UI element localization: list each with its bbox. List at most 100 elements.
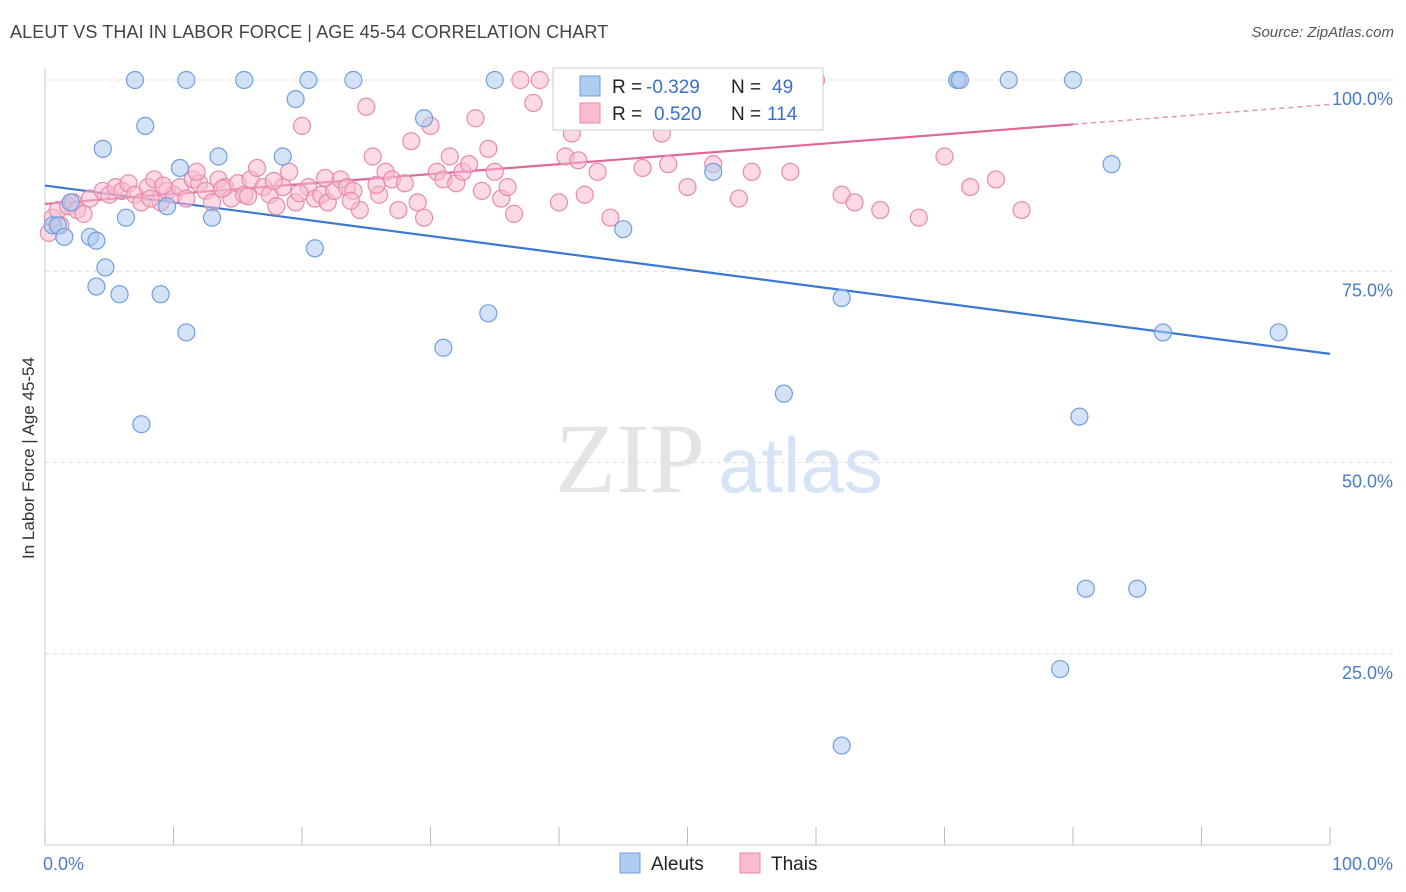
aleut-point [235, 70, 254, 90]
thai-point [781, 162, 800, 181]
aleut-point [61, 193, 80, 212]
tick-labels: 25.0% 50.0% 75.0% 100.0% 0.0% 100.0% [43, 89, 1393, 874]
thai-point [466, 109, 485, 128]
aleut-point [950, 70, 970, 90]
aleut-point [110, 285, 129, 304]
thai-point [569, 151, 588, 170]
thai-point [367, 175, 386, 194]
thai-point [871, 200, 890, 220]
thai-points [39, 70, 1031, 243]
legend-aleut-n-label: N = [731, 77, 761, 98]
thai-point [575, 185, 594, 204]
series-legend: Aleuts Thais [619, 852, 817, 875]
aleut-point [414, 109, 434, 128]
thai-point [290, 184, 309, 203]
aleut-point [774, 384, 793, 403]
thai-point [292, 116, 312, 136]
thai-point [408, 193, 427, 212]
y-axis-label: In Labor Force | Age 45-54 [19, 357, 38, 559]
aleut-point [87, 277, 106, 296]
aleut-point [1102, 155, 1121, 174]
aleut-point [305, 239, 324, 258]
aleut-point [93, 139, 112, 158]
thai-point [588, 162, 607, 181]
chart-source: Source: ZipAtlas.com [1251, 24, 1394, 41]
thai-point [363, 147, 382, 166]
thai-point [601, 208, 620, 227]
thai-point [414, 208, 434, 227]
aleut-point [116, 208, 136, 227]
thai-point [485, 162, 504, 181]
legend-thai-n-label: N = [731, 104, 761, 125]
aleut-point [434, 338, 453, 357]
aleut-point [832, 288, 851, 308]
thai-point [280, 162, 299, 181]
thai-point [845, 193, 864, 212]
aleut-point [1153, 323, 1173, 342]
thai-point [1012, 200, 1031, 220]
aleut-point [202, 208, 222, 227]
thai-point [402, 132, 421, 151]
thai-point [177, 189, 196, 208]
thai-point [472, 181, 491, 201]
aleut-point [87, 231, 106, 250]
thai-point [357, 97, 376, 116]
legend-swatch-thai [579, 102, 601, 124]
thai-point [729, 189, 749, 208]
aleut-point [286, 90, 305, 109]
x-tick-label: 100.0% [1332, 854, 1393, 874]
aleut-point [157, 197, 177, 216]
aleut-point [209, 147, 228, 166]
watermark-zip: ZIP [555, 403, 705, 514]
y-tick-label: 50.0% [1342, 472, 1393, 492]
thai-point [479, 139, 498, 158]
thai-point [935, 147, 954, 166]
bottom-legend-aleut: Aleuts [651, 854, 704, 875]
thai-point [909, 208, 928, 227]
thai-point [549, 193, 569, 212]
aleut-point [125, 70, 145, 90]
aleut-point [132, 415, 151, 434]
thai-point [141, 189, 160, 208]
thai-point [659, 155, 678, 174]
y-tick-label: 100.0% [1332, 89, 1393, 109]
aleut-point [614, 220, 633, 239]
thai-point [440, 147, 459, 166]
thai-point [504, 204, 524, 223]
thai-point [530, 70, 549, 90]
thai-point [524, 93, 543, 113]
aleut-point [1076, 579, 1095, 598]
axes [44, 68, 1331, 846]
aleut-point [704, 162, 723, 181]
legend-thai-r-value: 0.520 [654, 104, 702, 125]
aleut-point [1051, 659, 1070, 679]
bottom-legend-swatch-thai [739, 852, 761, 874]
aleut-point [999, 70, 1018, 90]
aleut-points [43, 70, 1288, 755]
aleut-point [96, 258, 115, 277]
thai-point [247, 158, 267, 178]
thai-point [264, 171, 283, 191]
thai-point [213, 179, 232, 198]
thai-point [961, 178, 980, 197]
legend-aleut-r-label: R = [612, 77, 642, 98]
legend-aleut-r-value: -0.329 [646, 77, 700, 98]
legend-aleut-n-value: 49 [772, 77, 793, 98]
thai-point [633, 158, 652, 178]
aleut-point [136, 116, 155, 136]
aleut-point [55, 227, 74, 246]
trend-lines [44, 103, 1331, 355]
aleut-point [177, 70, 196, 90]
thai-point [742, 162, 761, 181]
thai-point [389, 200, 408, 220]
thai-point [511, 70, 530, 90]
aleut-point [1269, 323, 1288, 342]
thai-point [187, 162, 206, 181]
thai-point [238, 187, 258, 206]
gridlines [45, 79, 1393, 655]
thai-point [986, 170, 1006, 189]
y-tick-label: 75.0% [1342, 280, 1393, 300]
legend-swatch-aleut [579, 75, 601, 97]
thai-point [267, 197, 286, 216]
